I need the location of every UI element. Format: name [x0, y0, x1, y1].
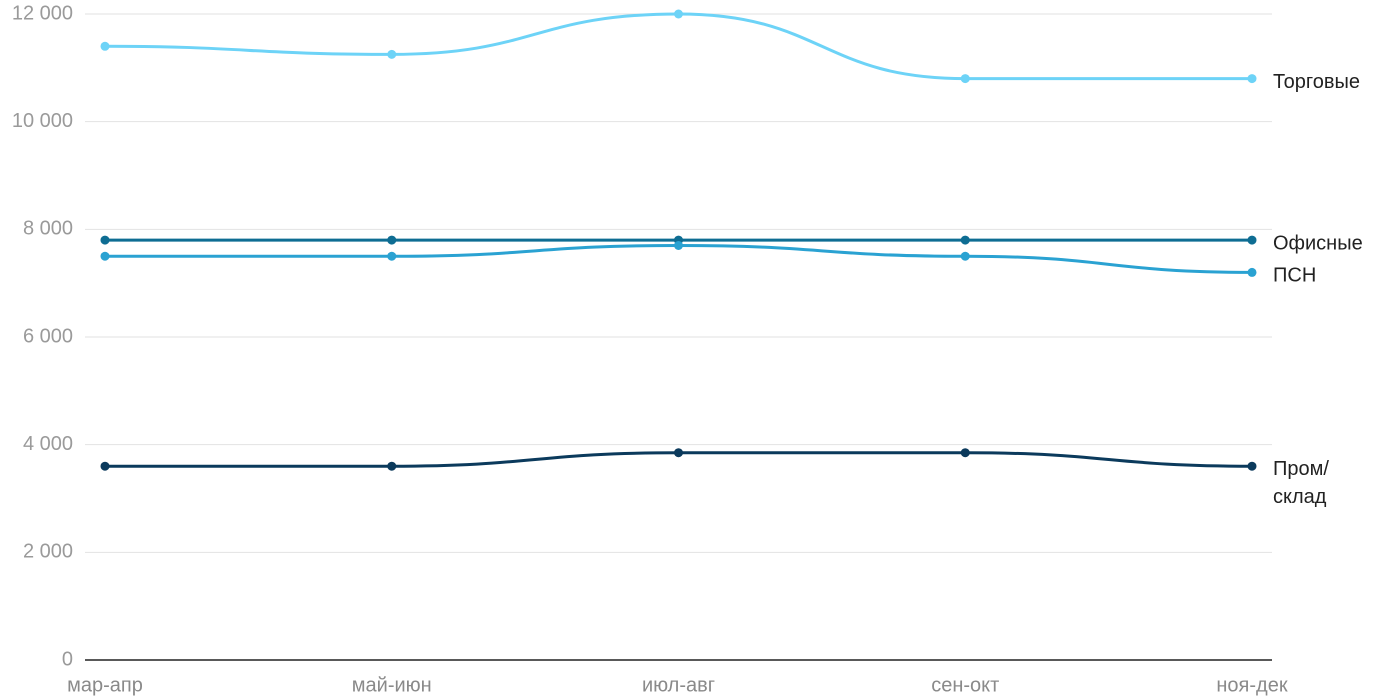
y-tick-label: 6 000 — [23, 325, 73, 347]
point — [960, 74, 970, 84]
x-tick-label: сен-окт — [931, 674, 999, 696]
point — [1247, 267, 1257, 277]
point — [674, 240, 683, 250]
series-label: Торговые — [1273, 71, 1360, 93]
point — [960, 235, 970, 245]
point — [960, 448, 970, 458]
series-label: Пром/склад — [1273, 458, 1329, 508]
point — [387, 461, 397, 471]
point — [100, 41, 110, 51]
point — [100, 235, 110, 245]
y-tick-label: 8 000 — [23, 218, 73, 240]
series-label: ПСН — [1273, 265, 1316, 287]
point — [674, 448, 683, 458]
x-tick-label: мар-апр — [67, 674, 143, 696]
x-tick-label: июл-авг — [642, 674, 715, 696]
series-line — [104, 12, 1252, 81]
point — [1247, 461, 1257, 471]
y-tick-label: 10 000 — [12, 110, 73, 132]
point — [1247, 74, 1257, 84]
point — [387, 235, 397, 245]
point — [100, 461, 110, 471]
y-tick-label: 4 000 — [23, 433, 73, 455]
point — [960, 251, 970, 261]
x-tick-label: ноя-дек — [1216, 674, 1287, 696]
y-tick-label: 2 000 — [23, 541, 73, 563]
series-label: Офисные — [1273, 232, 1363, 254]
point — [1247, 235, 1257, 245]
point — [674, 9, 683, 19]
y-tick-label: 12 000 — [12, 2, 73, 24]
y-tick-label: 0 — [62, 648, 73, 670]
x-tick-label: май-июн — [352, 674, 432, 696]
point — [100, 251, 110, 261]
point — [387, 251, 397, 261]
point — [387, 49, 397, 59]
